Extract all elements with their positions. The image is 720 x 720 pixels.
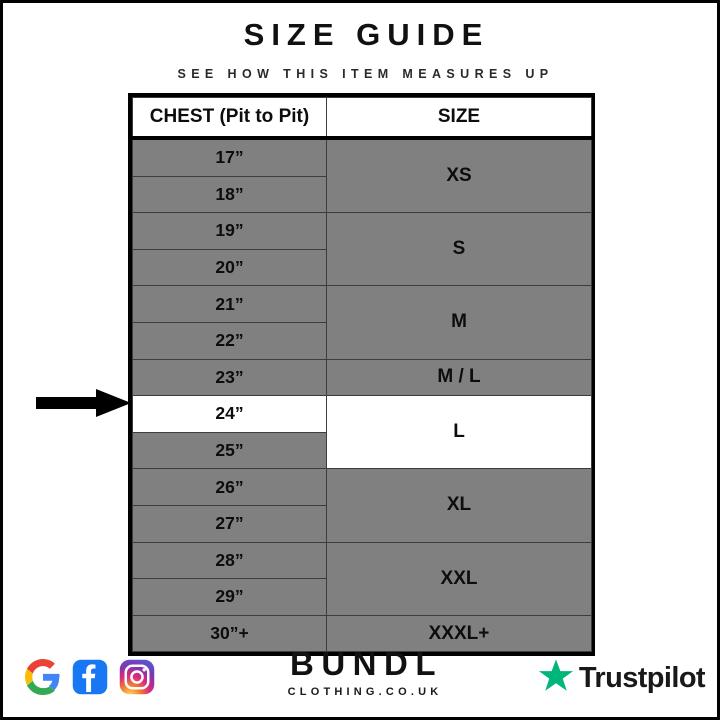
selected-row-arrow [36,389,131,417]
size-cell: M / L [326,358,592,397]
table-row: 17” XS [132,137,592,214]
social-links [25,659,155,695]
brand-domain: CLOTHING.CO.UK [287,686,443,698]
size-cell: XXXL+ [326,614,592,653]
table-row: 25” [132,431,592,470]
table-row: 18” [132,175,592,214]
trustpilot-wordmark: Trustpilot [578,662,706,694]
right-arrow-icon [36,389,131,417]
size-cell: XS [326,137,592,214]
chest-cell: 18” [132,175,327,214]
facebook-icon[interactable] [72,659,108,695]
chest-cell: 25” [132,431,327,470]
heading-block: SIZE GUIDE SEE HOW THIS ITEM MEASURES UP [3,17,720,81]
chest-cell: 17” [132,137,327,177]
size-cell: S [326,212,592,287]
chest-cell: 20” [132,248,327,287]
page-title: SIZE GUIDE [243,17,490,52]
chest-cell: 27” [132,504,327,543]
table-row: 28” XXL [132,541,592,616]
chest-cell: 21” [132,285,327,323]
google-icon[interactable] [25,659,61,695]
size-cell: M [326,285,592,360]
column-header-size: SIZE [326,97,592,140]
brand-logo: BUNDL CLOTHING.CO.UK [3,647,720,698]
chest-cell: 29” [132,578,327,616]
size-cell: L [326,395,592,470]
chest-cell: 19” [132,212,327,250]
size-cell: XL [326,468,592,543]
chest-cell: 30”+ [132,614,327,653]
chest-cell: 23” [132,358,327,397]
table-row: 30”+ XXXL+ [132,614,592,653]
footer: BUNDL CLOTHING.CO.UK Trustpilot [3,647,720,715]
table-row: 27” [132,504,592,543]
table-row: 29” [132,578,592,616]
instagram-icon[interactable] [119,659,155,695]
chest-cell: 22” [132,321,327,360]
brand-name: BUNDL [290,645,443,682]
size-guide-table: CHEST (Pit to Pit) SIZE 17” XS 18” 19” S 20” 2… [132,97,592,653]
table-body: 17” XS 18” 19” S 20” 21” M 22” 23” M / L 24” L 25” 26”… [132,137,592,653]
size-cell: XXL [326,541,592,616]
table-row: 23” M / L [132,358,592,397]
table-header-row: CHEST (Pit to Pit) SIZE [132,97,592,140]
chest-cell: 26” [132,468,327,506]
table-row: 19” S [132,212,592,287]
chest-cell: 24” [132,395,327,433]
table-row: 21” M [132,285,592,360]
table-row: 20” [132,248,592,287]
trustpilot-logo[interactable]: Trustpilot [537,657,706,700]
chest-cell: 28” [132,541,327,580]
trustpilot-star-icon [537,657,575,700]
page-subtitle: SEE HOW THIS ITEM MEASURES UP [177,66,554,81]
column-header-chest: CHEST (Pit to Pit) [132,97,327,140]
table-row: 24” L [132,395,592,470]
table-row: 26” XL [132,468,592,543]
size-guide-table-container: CHEST (Pit to Pit) SIZE 17” XS 18” 19” S 20” 2… [128,93,595,657]
